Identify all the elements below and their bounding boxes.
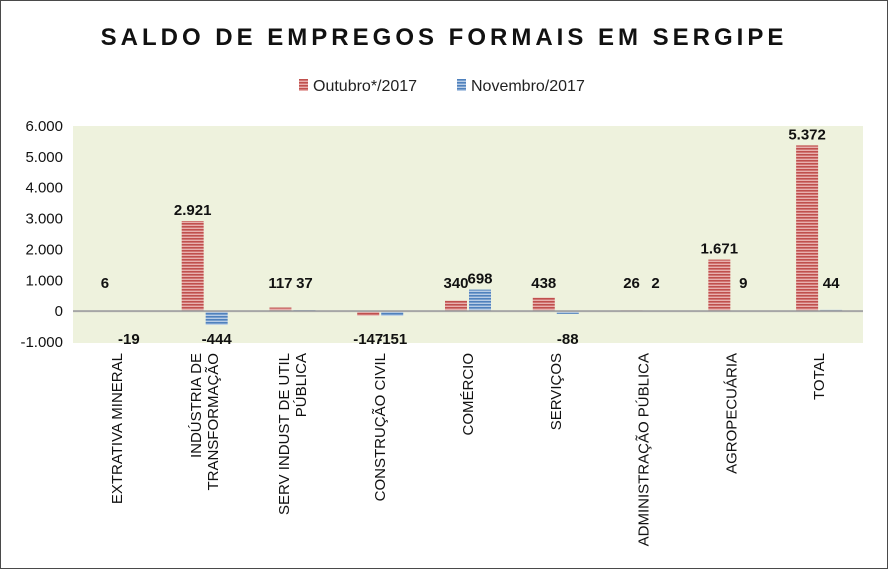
- data-label-novembro: 9: [739, 275, 747, 292]
- data-label-outubro: 1.671: [701, 241, 739, 258]
- bar-outubro: [532, 297, 555, 312]
- category-label: ADMINISTRAÇÃO PÚBLICA: [636, 353, 653, 546]
- bar-outubro: [445, 300, 467, 312]
- category-label: INDÚSTRIA DE: [188, 353, 205, 458]
- data-label-outubro: 117: [268, 275, 292, 292]
- bar-outubro: [796, 145, 819, 312]
- legend-label-novembro: Novembro/2017: [471, 78, 585, 95]
- bar-outubro: [357, 311, 380, 316]
- bar-outubro: [269, 307, 292, 312]
- y-tick-label: 3.000: [25, 211, 63, 228]
- data-label-novembro: -88: [557, 331, 579, 348]
- data-label-outubro: 438: [531, 275, 556, 292]
- category-label: CONSTRUÇÃO CIVIL: [372, 353, 389, 501]
- bar-novembro: [556, 311, 579, 314]
- category-label: COMÉRCIO: [460, 353, 477, 436]
- data-label-novembro: 44: [823, 275, 840, 292]
- data-label-novembro: -151: [377, 331, 407, 348]
- data-label-outubro: 6: [101, 275, 109, 292]
- data-label-outubro: 340: [443, 275, 468, 292]
- category-label: SERV INDUST DE UTIL: [276, 353, 293, 515]
- data-label-novembro: -19: [118, 331, 140, 348]
- legend-swatch-novembro: [457, 79, 466, 91]
- data-label-outubro: 2.921: [174, 202, 212, 219]
- legend-swatch-outubro: [299, 79, 308, 91]
- category-label: TOTAL: [811, 353, 828, 400]
- data-label-novembro: 2: [651, 275, 659, 292]
- bar-novembro: [205, 311, 228, 325]
- data-label-novembro: 37: [296, 275, 313, 292]
- y-tick-label: 1.000: [25, 272, 63, 289]
- y-tick-label: 5.000: [25, 149, 63, 166]
- plot-area: [73, 126, 863, 343]
- y-tick-label: 2.000: [25, 241, 63, 258]
- legend: Outubro*/2017 Novembro/2017: [299, 78, 585, 95]
- bar-outubro: [181, 221, 204, 312]
- y-tick-label: -1.000: [20, 334, 63, 351]
- data-label-outubro: 26: [623, 275, 640, 292]
- y-tick-label: 0: [55, 303, 63, 320]
- category-label: EXTRATIVA MINERAL: [109, 353, 126, 504]
- bar-novembro: [469, 289, 491, 312]
- y-tick-label: 4.000: [25, 180, 63, 197]
- data-label-novembro: -444: [202, 331, 233, 348]
- category-label: TRANSFORMAÇÃO: [205, 353, 222, 491]
- y-tick-label: 6.000: [25, 118, 63, 135]
- category-label: PÚBLICA: [293, 353, 310, 417]
- bar-outubro: [708, 259, 731, 312]
- data-label-novembro: 698: [467, 271, 492, 288]
- category-label: AGROPECUÁRIA: [723, 353, 740, 474]
- x-axis: EXTRATIVA MINERAL INDÚSTRIA DE TRANSFORMAÇ…: [109, 353, 828, 546]
- y-axis: 6.000 5.000 4.000 3.000 2.000 1.000 0 -1.000: [20, 118, 63, 351]
- bar-novembro: [381, 311, 404, 316]
- data-label-outubro: -147: [353, 331, 383, 348]
- chart-title: SALDO DE EMPREGOS FORMAIS EM SERGIPE: [101, 24, 788, 51]
- category-label: SERVIÇOS: [548, 353, 565, 430]
- legend-label-outubro: Outubro*/2017: [313, 78, 417, 95]
- data-label-outubro: 5.372: [788, 126, 826, 143]
